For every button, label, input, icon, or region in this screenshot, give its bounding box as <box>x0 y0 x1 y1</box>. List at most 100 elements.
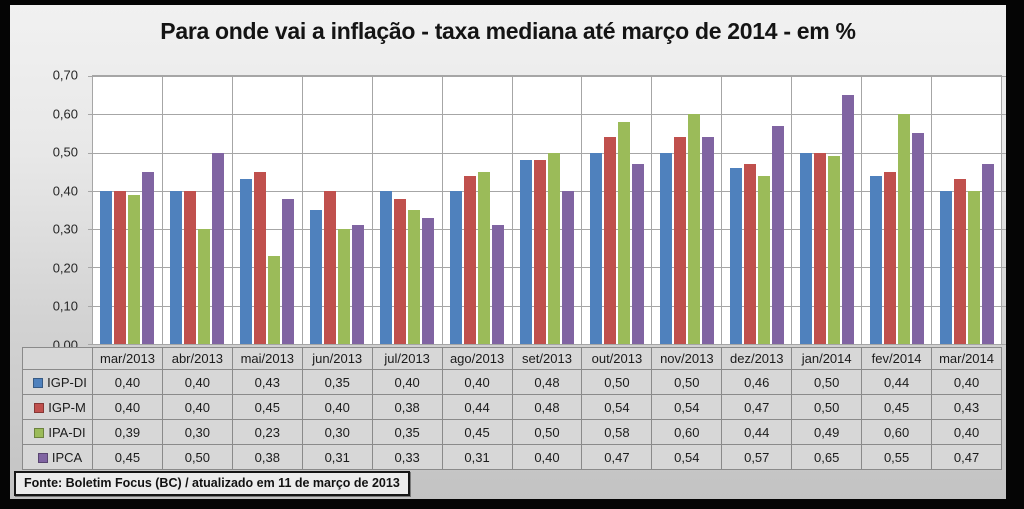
bar-igp-m <box>394 198 407 344</box>
bar-ipa-di <box>338 229 351 344</box>
legend-cell: IPA-DI <box>22 419 93 445</box>
value-cell: 0,40 <box>92 394 163 420</box>
bar-ipca <box>771 125 784 344</box>
month-header-cell: dez/2013 <box>721 347 793 370</box>
month-header-cell: mar/2013 <box>92 347 163 370</box>
category-column <box>722 76 793 344</box>
value-cell: 0,40 <box>441 369 513 395</box>
value-cell: 0,38 <box>371 394 443 420</box>
category-column <box>373 76 443 344</box>
bar-igp-m <box>953 179 966 344</box>
month-header-cell: jul/2013 <box>371 347 443 370</box>
month-header-cell: nov/2013 <box>651 347 723 370</box>
month-header-cell: mar/2014 <box>931 347 1002 370</box>
value-cell: 0,49 <box>791 419 863 445</box>
legend-swatch-icon <box>34 427 45 438</box>
gridline <box>88 305 1006 307</box>
series-row-ipca: IPCA 0,45 0,50 0,38 0,31 0,33 0,31 0,40 0,47 0,54… <box>22 444 1002 470</box>
month-header-cell: mai/2013 <box>231 347 303 370</box>
series-row-igp-di: IGP-DI 0,40 0,40 0,43 0,35 0,40 0,40 0,48 0,50 0,… <box>22 369 1002 395</box>
bar-ipca <box>841 95 854 344</box>
value-cell: 0,40 <box>931 419 1002 445</box>
value-cell: 0,43 <box>231 369 303 395</box>
legend-cell: IGP-M <box>22 394 93 420</box>
bar-igp-m <box>324 190 337 344</box>
category-column <box>233 76 303 344</box>
category-column <box>513 76 583 344</box>
bar-igp-m <box>813 152 826 344</box>
bar-ipa-di <box>617 121 630 344</box>
bar-ipca <box>561 190 574 344</box>
bar-igp-di <box>310 210 323 344</box>
y-tick-label: 0,20 <box>52 260 78 276</box>
value-cell: 0,45 <box>92 444 163 470</box>
value-cell: 0,58 <box>581 419 653 445</box>
month-header-row: mar/2013 abr/2013 mai/2013 jun/2013 jul/2013… <box>22 347 1002 370</box>
bar-ipa-di <box>967 190 980 344</box>
bar-ipa-di <box>268 255 281 344</box>
gridline <box>88 267 1006 269</box>
value-cell: 0,44 <box>861 369 933 395</box>
legend-swatch-icon <box>33 377 44 388</box>
value-cell: 0,35 <box>371 419 443 445</box>
y-axis: 0,70 0,60 0,50 0,40 0,30 0,20 0,10 0,00 <box>10 68 86 353</box>
value-cell: 0,40 <box>161 394 233 420</box>
bar-ipa-di <box>897 114 910 344</box>
value-cell: 0,43 <box>931 394 1002 420</box>
series-name: IGP-DI <box>47 374 87 390</box>
value-cell: 0,48 <box>511 394 583 420</box>
series-name: IPCA <box>51 449 83 465</box>
value-cell: 0,38 <box>231 444 303 470</box>
value-cell: 0,40 <box>161 369 233 395</box>
bar-ipca <box>981 164 994 344</box>
category-column <box>862 76 933 344</box>
value-cell: 0,35 <box>301 369 373 395</box>
bar-ipa-di <box>687 114 700 344</box>
bar-ipca <box>631 164 644 344</box>
value-cell: 0,40 <box>301 394 373 420</box>
value-cell: 0,54 <box>651 394 723 420</box>
gridline <box>88 114 1006 116</box>
categories-layer <box>93 76 1001 344</box>
bar-igp-di <box>519 160 532 344</box>
bar-ipca <box>701 137 714 344</box>
gridline <box>88 344 1006 345</box>
value-cell: 0,45 <box>861 394 933 420</box>
value-cell: 0,46 <box>721 369 793 395</box>
bar-igp-di <box>799 152 812 344</box>
gridline <box>88 152 1006 154</box>
bar-igp-m <box>184 190 197 344</box>
y-tick-label: 0,70 <box>52 67 78 83</box>
category-column <box>792 76 863 344</box>
bar-ipa-di <box>827 156 840 344</box>
bar-ipca <box>282 198 295 344</box>
value-cell: 0,54 <box>581 394 653 420</box>
value-cell: 0,47 <box>721 394 793 420</box>
bar-ipa-di <box>547 152 560 344</box>
plot-area <box>88 75 1006 345</box>
category-column <box>93 76 163 344</box>
bar-igp-di <box>450 190 463 344</box>
value-cell: 0,45 <box>441 419 513 445</box>
y-tick-label: 0,50 <box>52 144 78 160</box>
value-cell: 0,50 <box>511 419 583 445</box>
value-cell: 0,45 <box>231 394 303 420</box>
value-cell: 0,60 <box>861 419 933 445</box>
data-table: mar/2013 abr/2013 mai/2013 jun/2013 jul/2013… <box>22 347 1002 470</box>
y-tick-label: 0,30 <box>52 221 78 237</box>
legend-swatch-icon <box>37 452 48 463</box>
bar-ipca <box>142 171 155 344</box>
value-cell: 0,54 <box>651 444 723 470</box>
value-cell: 0,57 <box>721 444 793 470</box>
bar-igp-di <box>380 190 393 344</box>
bar-ipa-di <box>478 171 491 344</box>
month-header-cell: jun/2013 <box>301 347 373 370</box>
bar-igp-m <box>743 164 756 344</box>
series-name: IGP-M <box>48 399 86 415</box>
series-row-igp-m: IGP-M 0,40 0,40 0,45 0,40 0,38 0,44 0,48 0,54 0,5… <box>22 394 1002 420</box>
bar-igp-di <box>240 179 253 344</box>
bar-igp-di <box>729 167 742 344</box>
category-column <box>652 76 723 344</box>
legend-cell: IPCA <box>22 444 93 470</box>
